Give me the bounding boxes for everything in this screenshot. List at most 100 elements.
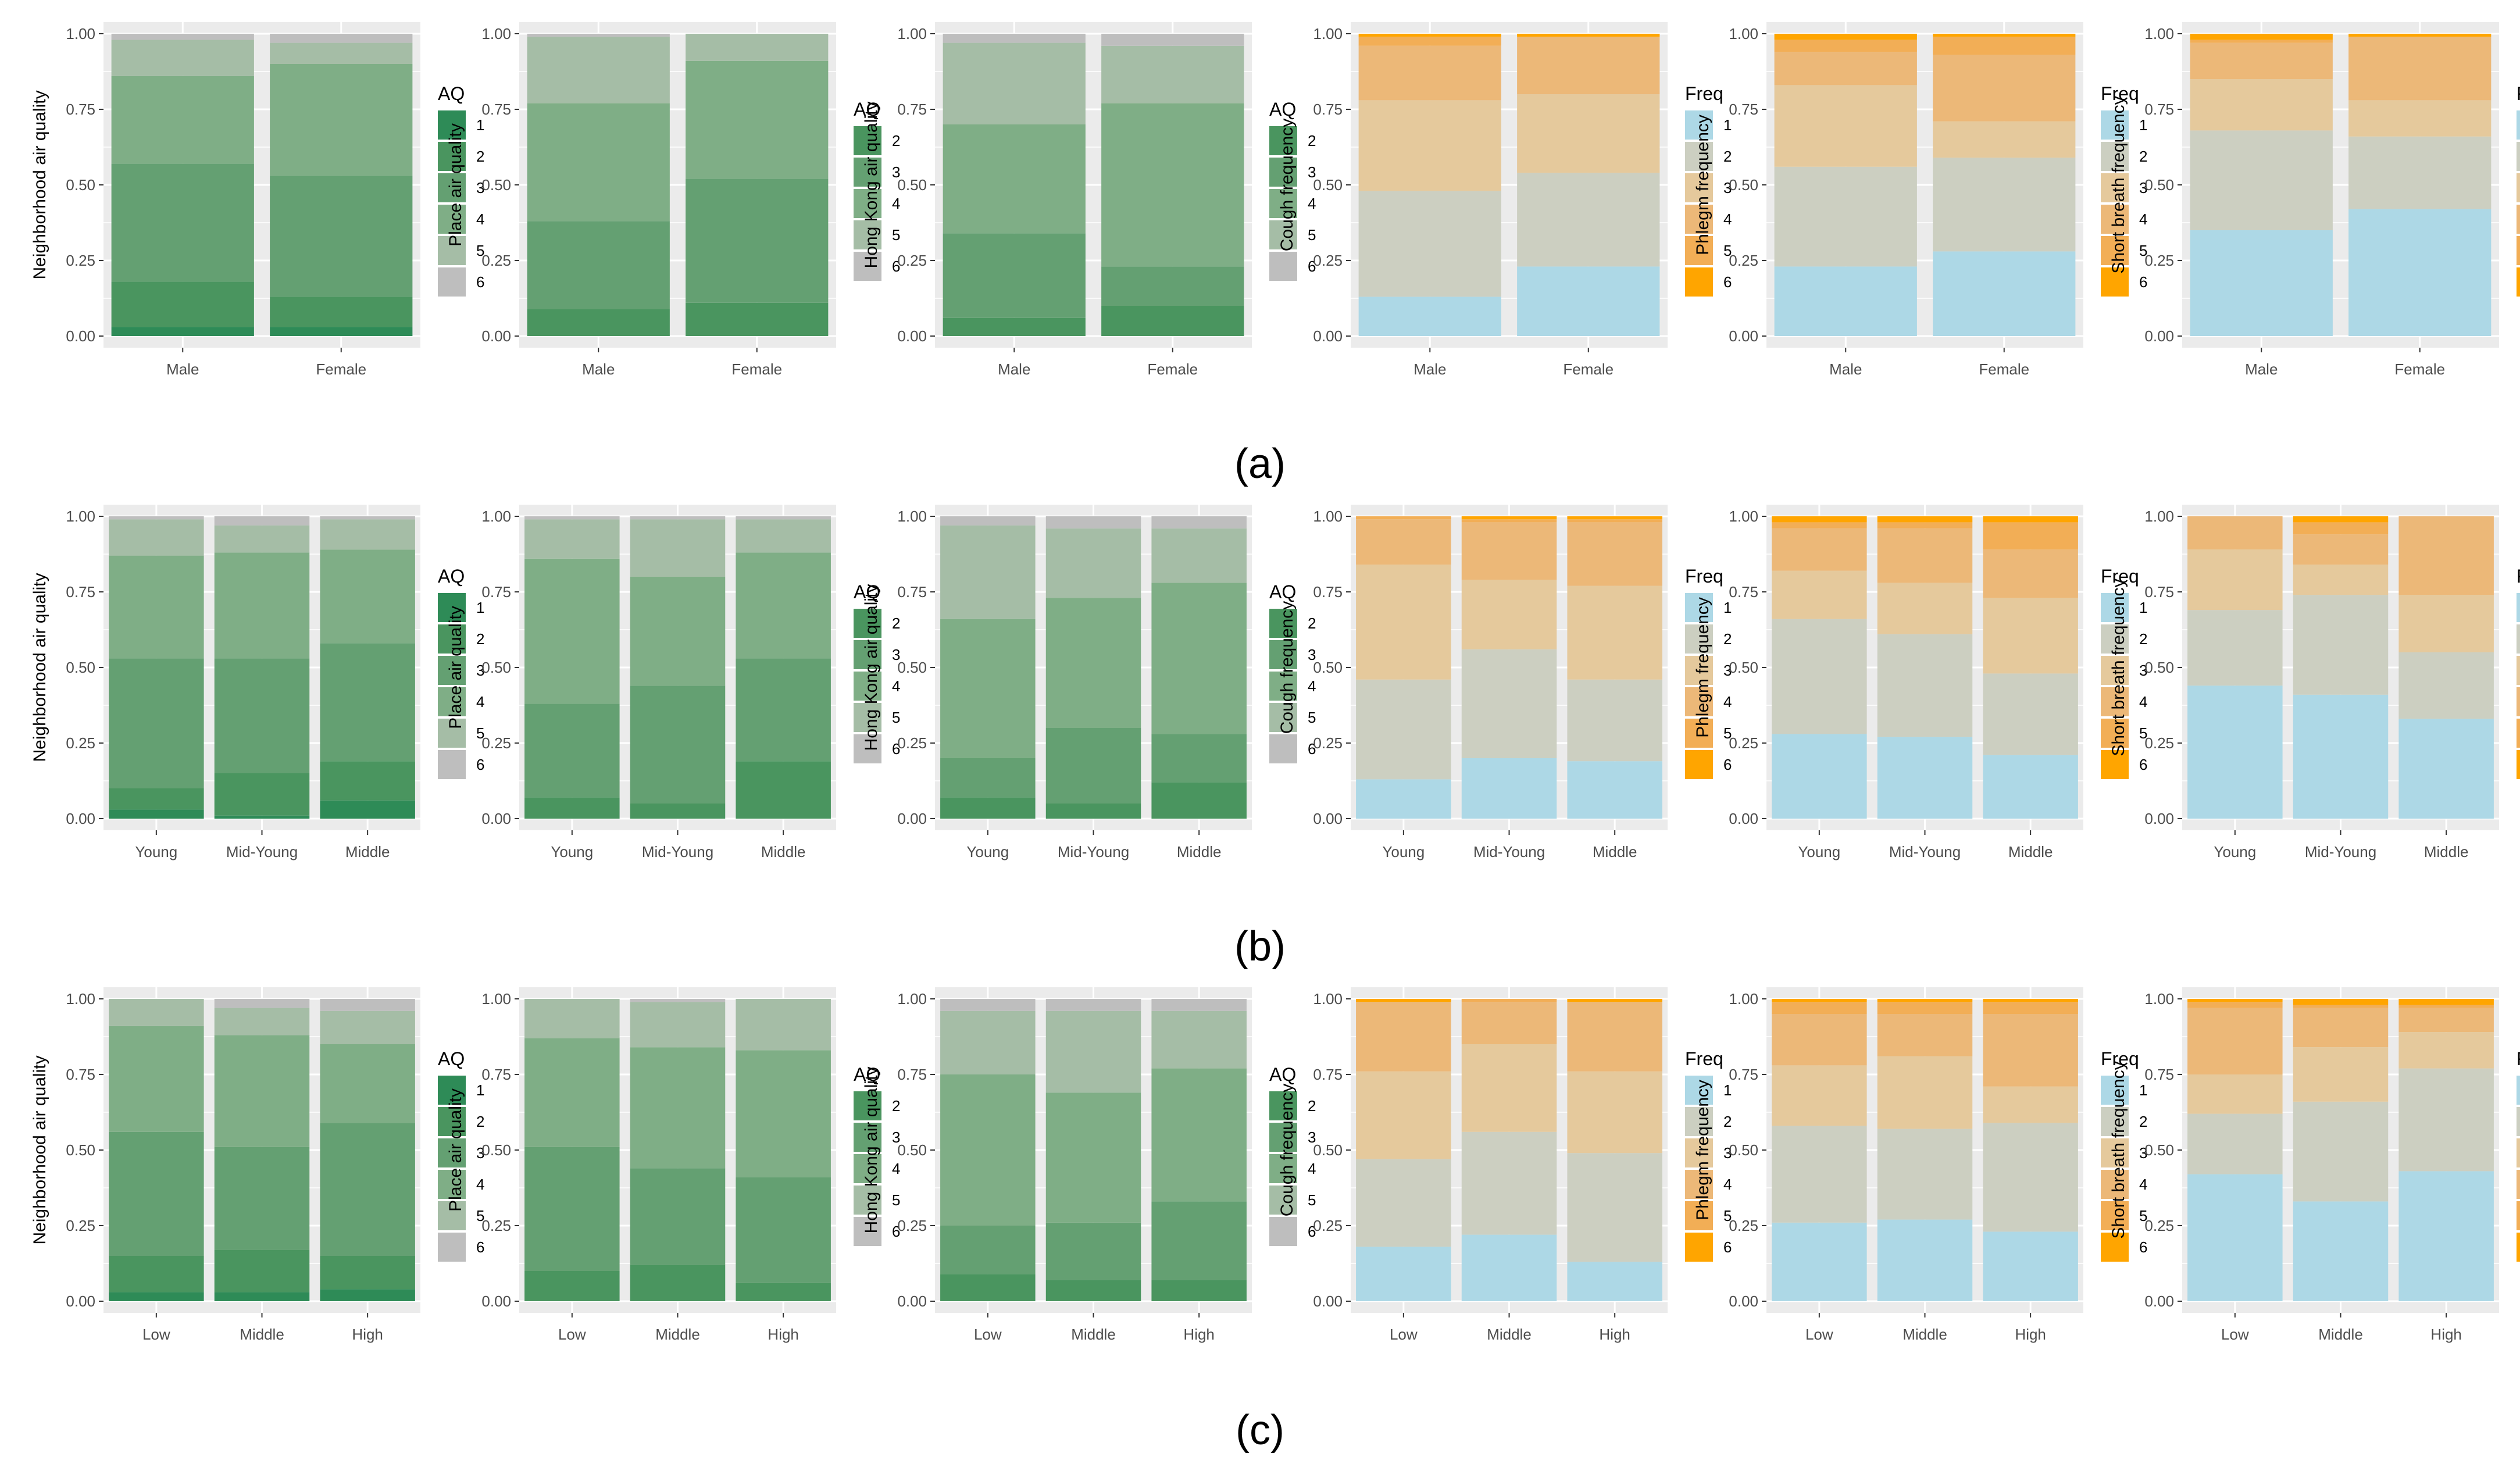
bar-segment-c5-High-5 (1983, 1002, 2078, 1014)
bar-segment-c1-High-3 (320, 1123, 415, 1256)
bar-segment-b3-Middle-6 (1151, 516, 1247, 529)
legend-label: 5 (892, 1191, 900, 1209)
x-tick-label: Low (558, 1326, 586, 1343)
legend-label: 2 (1723, 148, 1732, 165)
bar-segment-b5-Mid-Young-4 (1877, 528, 1973, 583)
y-axis-label: Hong Kong air quality (862, 584, 881, 751)
bar-segment-b2-Young-6 (524, 516, 620, 520)
legend-swatch (854, 640, 881, 669)
bar-segment-b5-Middle-2 (1983, 673, 2078, 755)
bar-segment-b3-Middle-4 (1151, 583, 1247, 734)
x-tick-label: Middle (1593, 843, 1637, 860)
bar-segment-c1-High-6 (320, 999, 415, 1011)
y-tick-label: 1.00 (2144, 990, 2174, 1008)
y-axis-label: Cough frequency (1277, 601, 1297, 734)
legend-swatch (1269, 609, 1297, 638)
bar-segment-b4-Young-2 (1356, 679, 1451, 780)
bar-segment-a1-Female-4 (270, 64, 413, 176)
bar-segment-c6-Low-6 (2187, 999, 2283, 1002)
bar-segment-b1-Young-5 (109, 519, 204, 556)
bar-segment-c5-High-2 (1983, 1123, 2078, 1232)
bar-segment-b3-Young-5 (940, 525, 1036, 619)
x-tick-label: Mid-Young (2305, 843, 2376, 860)
y-tick-label: 0.00 (66, 810, 95, 827)
y-tick-label: 0.00 (2144, 327, 2174, 345)
y-tick-label: 0.25 (897, 734, 927, 752)
legend-label: 4 (1308, 195, 1316, 212)
bar-segment-c5-High-6 (1983, 999, 2078, 1002)
bar-segment-b1-Young-3 (109, 658, 204, 788)
chart-c2: Low Middle High 0.00 0.25 0.50 0.75 1.00 Place a… (446, 987, 900, 1343)
bar-segment-c6-Middle-5 (2293, 1005, 2389, 1008)
x-tick-label: Female (1979, 360, 2029, 378)
bar-segment-c1-Low-1 (109, 1292, 204, 1301)
legend-label: 2 (1723, 1113, 1732, 1130)
legend-label: 1 (1723, 599, 1732, 616)
x-tick-label: High (2015, 1326, 2046, 1343)
y-tick-label: 1.00 (1313, 508, 1343, 525)
bar-segment-c3-High-5 (1151, 1010, 1247, 1069)
bar-segment-b6-Middle-4 (2398, 516, 2494, 595)
legend-title: Freq (2101, 83, 2139, 104)
bar-segment-b3-Mid-Young-6 (1045, 516, 1141, 529)
y-tick-label: 0.50 (481, 176, 511, 194)
bar-segment-c1-Middle-6 (214, 999, 310, 1008)
legend-label: 1 (1723, 1081, 1732, 1099)
legend-label: 3 (2139, 662, 2147, 679)
bar-segment-a5-Female-1 (1933, 251, 2076, 336)
legend-title: Freq (1685, 566, 1723, 587)
panel-label-c: (c) (1236, 1407, 1284, 1454)
bar-segment-c4-Low-6 (1356, 999, 1451, 1002)
legend-swatch (2101, 110, 2129, 140)
bar-segment-a2-Male-2 (527, 309, 670, 336)
bar-segment-b3-Middle-3 (1151, 734, 1247, 783)
y-tick-label: 1.00 (897, 25, 927, 42)
bar-segment-c1-High-5 (320, 1010, 415, 1044)
legend-swatch (1269, 1186, 1297, 1215)
bar-segment-b2-Young-2 (524, 797, 620, 819)
legend-label: 6 (892, 1223, 900, 1240)
chart-c3: Low Middle High 0.00 0.25 0.50 0.75 1.00 Hong Ko… (862, 987, 1316, 1343)
legend-swatch (438, 624, 466, 654)
y-tick-label: 0.75 (1313, 101, 1343, 118)
bar-segment-b3-Mid-Young-2 (1045, 804, 1141, 819)
bar-segment-b4-Mid-Young-2 (1461, 649, 1557, 758)
legend-label: 2 (476, 148, 484, 165)
legend-label: 4 (476, 1176, 484, 1193)
bar-segment-c3-Middle-2 (1045, 1280, 1141, 1301)
y-tick-label: 1.00 (1313, 990, 1343, 1008)
bar-segment-a5-Female-4 (1933, 55, 2076, 122)
y-tick-label: 0.00 (481, 810, 511, 827)
y-tick-label: 0.00 (66, 327, 95, 345)
y-tick-label: 0.25 (897, 252, 927, 269)
bar-segment-a4-Male-3 (1358, 100, 1501, 191)
legend-swatch (1685, 267, 1713, 297)
y-tick-label: 0.25 (1729, 734, 1758, 752)
bar-segment-b4-Young-4 (1356, 519, 1451, 565)
legend-swatch (1269, 252, 1297, 281)
bar-segment-c3-Low-4 (940, 1074, 1036, 1226)
bar-segment-b5-Mid-Young-3 (1877, 583, 1973, 634)
legend-swatch (1685, 205, 1713, 234)
legend-label: 5 (1308, 226, 1316, 244)
y-tick-label: 0.50 (481, 659, 511, 676)
bar-segment-b1-Mid-Young-2 (214, 773, 310, 816)
legend-swatch (2101, 142, 2129, 171)
legend-swatch (2517, 173, 2520, 202)
bar-segment-c2-Middle-2 (630, 1265, 726, 1301)
legend-swatch (2101, 267, 2129, 297)
bar-segment-b4-Mid-Young-1 (1461, 758, 1557, 819)
legend-label: 2 (1308, 132, 1316, 149)
legend-label: 3 (1723, 179, 1732, 197)
bar-segment-c1-Middle-5 (214, 1008, 310, 1035)
legend-label: 4 (2139, 1176, 2147, 1193)
y-tick-label: 0.75 (481, 583, 511, 601)
bar-segment-c1-Low-4 (109, 1026, 204, 1132)
bar-segment-c5-Low-4 (1772, 1014, 1867, 1066)
legend-swatch (1269, 220, 1297, 249)
legend-swatch (2101, 750, 2129, 779)
legend-swatch (2517, 1138, 2520, 1167)
bar-segment-c1-High-1 (320, 1289, 415, 1301)
bar-segment-c5-Low-6 (1772, 999, 1867, 1002)
